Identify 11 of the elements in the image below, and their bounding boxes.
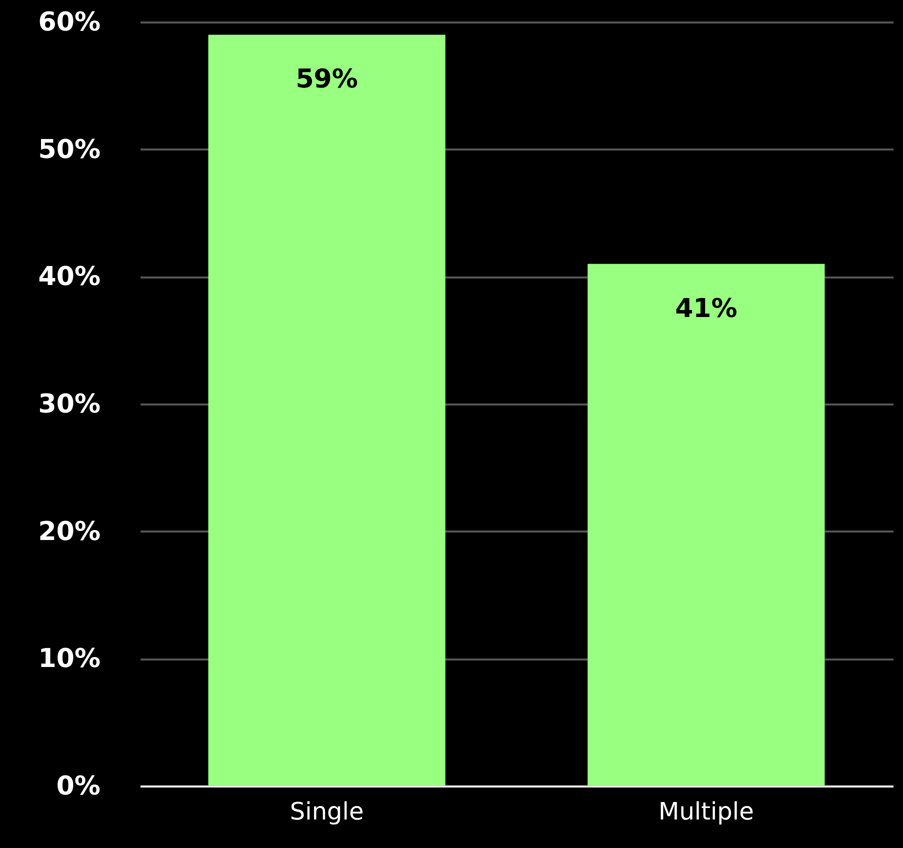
y-tick-label: 30% bbox=[38, 390, 100, 420]
y-tick-label: 0% bbox=[56, 772, 100, 802]
data-label: 41% bbox=[675, 294, 738, 324]
x-tick-label: Multiple bbox=[658, 798, 754, 826]
y-tick-label: 10% bbox=[38, 644, 100, 674]
y-tick-label: 20% bbox=[38, 516, 100, 547]
x-tick-label: Single bbox=[290, 798, 364, 826]
y-tick-label: 40% bbox=[38, 262, 100, 292]
y-tick-label: 50% bbox=[38, 134, 100, 165]
y-tick-label: 60% bbox=[38, 8, 100, 38]
data-label: 59% bbox=[296, 64, 358, 95]
